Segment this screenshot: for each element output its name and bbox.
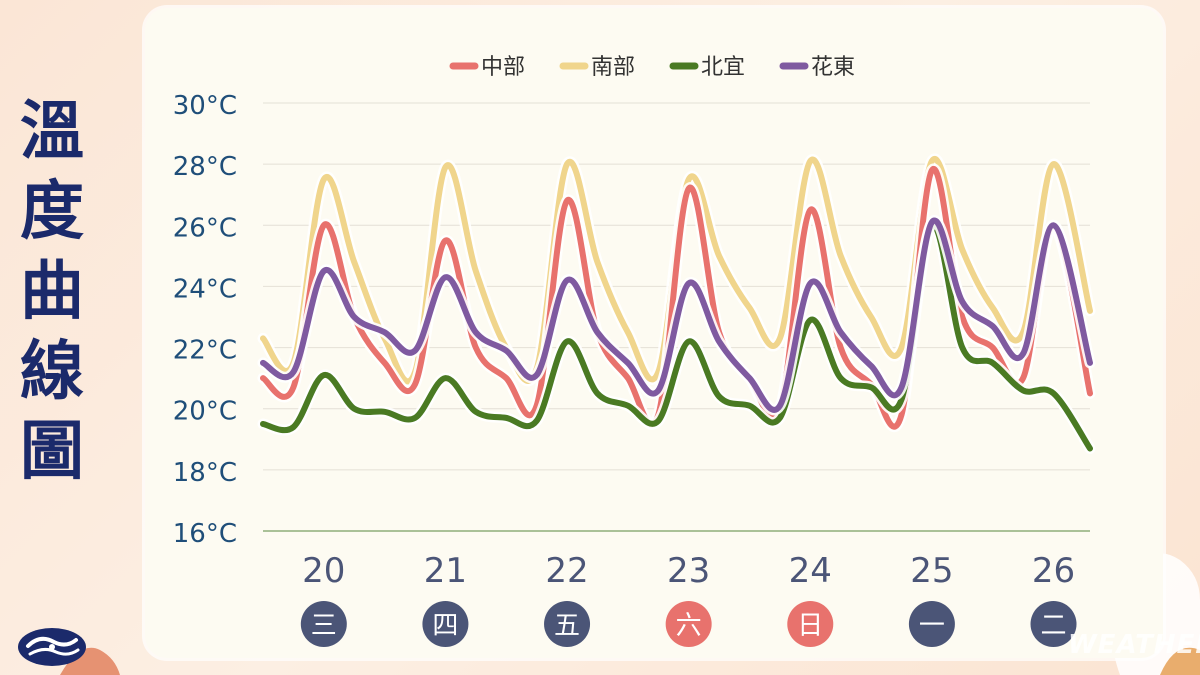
weekday-badge — [422, 601, 469, 647]
weekday-label: 三 — [311, 611, 337, 641]
side-title-char: 曲 — [20, 255, 84, 329]
weekday-label: 六 — [676, 611, 702, 641]
weekday-badge — [665, 601, 712, 647]
y-tick-label: 26°C — [173, 213, 237, 243]
legend-label: 北宜 — [701, 55, 745, 80]
series-line — [260, 166, 1093, 430]
y-tick-label: 20°C — [173, 397, 237, 427]
weekday-label: 二 — [1041, 611, 1067, 641]
side-title-char: 圖 — [20, 415, 84, 489]
cwa-logo-icon — [18, 628, 86, 666]
weekday-label: 日 — [797, 611, 823, 641]
weekday-label: 一 — [919, 611, 945, 641]
side-title-char: 度 — [20, 175, 84, 249]
y-tick-label: 28°C — [173, 152, 237, 182]
x-tick-label: 26 — [1032, 551, 1075, 591]
weekday-badge — [787, 601, 834, 647]
temperature-chart: 中部 南部 北宜 花東 16°C 18°C 20°C 22°C 24°C 26°C 28°C 30°… — [173, 55, 1096, 647]
legend-label: 中部 — [481, 55, 525, 80]
x-tick-label: 25 — [910, 551, 953, 591]
y-tick-label: 18°C — [173, 458, 237, 488]
weekday-badge — [908, 601, 955, 647]
y-tick-label: 30°C — [173, 91, 237, 121]
weekday-label: 四 — [432, 611, 458, 641]
series-lines — [257, 153, 1096, 454]
y-tick-label: 22°C — [173, 336, 237, 366]
weekday-label: 五 — [554, 611, 580, 641]
x-tick-label: 24 — [789, 551, 832, 591]
series-line — [260, 217, 1093, 413]
legend-label: 南部 — [591, 55, 635, 80]
y-tick-label: 16°C — [173, 519, 237, 549]
x-tick-label: 21 — [424, 551, 467, 591]
watermark: WEATHER — [1068, 630, 1200, 660]
y-tick-label: 24°C — [173, 274, 237, 304]
weekday-badge — [300, 601, 347, 647]
x-tick-label: 23 — [667, 551, 710, 591]
side-title: 溫 度 曲 線 圖 — [14, 92, 90, 492]
y-axis-ticks: 16°C 18°C 20°C 22°C 24°C 26°C 28°C 30°C — [173, 91, 237, 549]
chart-card: 中部 南部 北宜 花東 16°C 18°C 20°C 22°C 24°C 26°C 28°C 30°… — [145, 8, 1163, 658]
legend: 中部 南部 北宜 花東 — [449, 55, 855, 80]
weekday-badge — [544, 601, 591, 647]
side-title-char: 溫 — [20, 95, 84, 169]
legend-label: 花東 — [811, 55, 855, 80]
x-tick-label: 20 — [302, 551, 345, 591]
x-axis-labels: 20 三 21 四 22 五 23 六 24 日 25 一 26 二 — [300, 551, 1077, 647]
x-tick-label: 22 — [545, 551, 588, 591]
weekday-badge — [1030, 601, 1077, 647]
decorative-mound-left — [60, 647, 120, 675]
side-title-char: 線 — [20, 335, 84, 409]
